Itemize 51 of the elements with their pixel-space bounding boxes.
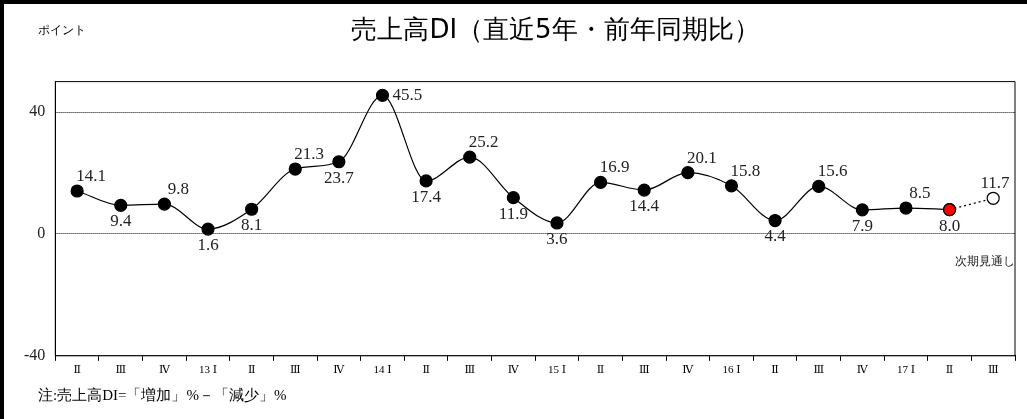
- data-label: 21.3: [294, 144, 325, 164]
- x-tick-label: Ⅱ: [596, 363, 605, 376]
- x-tick-label: Ⅲ: [638, 363, 650, 376]
- data-label: 16.9: [599, 157, 630, 177]
- x-tick-label: Ⅱ: [247, 363, 256, 376]
- data-label: 25.2: [468, 132, 499, 152]
- data-label: 23.7: [323, 167, 355, 187]
- x-tick-label: Ⅱ: [945, 363, 954, 376]
- data-label: 8.5: [909, 183, 931, 203]
- x-tick-label: Ⅳ: [507, 363, 520, 376]
- x-tick-label: Ⅱ: [422, 363, 430, 376]
- x-tick-label: 14 Ⅰ: [373, 363, 392, 376]
- data-label: 11.9: [498, 203, 528, 223]
- data-label: 8.1: [241, 215, 263, 235]
- data-label: 8.0: [938, 215, 961, 235]
- x-tick-label: 17 Ⅰ: [896, 363, 915, 376]
- x-tick-label: Ⅲ: [289, 363, 301, 376]
- x-tick-label: Ⅱ: [73, 363, 81, 376]
- x-tick-label: 16 Ⅰ: [722, 363, 741, 376]
- y-tick-label: 0: [37, 224, 46, 242]
- data-label: 3.6: [546, 228, 568, 248]
- data-label: 14.4: [629, 196, 660, 216]
- data-label: 45.5: [392, 84, 423, 104]
- data-label: 17.4: [411, 186, 442, 206]
- data-label: 20.1: [686, 147, 717, 167]
- x-tick-label: Ⅳ: [682, 363, 695, 376]
- y-tick-label: 40: [29, 102, 46, 120]
- data-label: 7.9: [851, 215, 873, 235]
- x-tick-label: Ⅳ: [333, 363, 346, 376]
- y-tick-label: -40: [24, 346, 46, 363]
- x-tick-label: Ⅲ: [987, 363, 999, 376]
- data-label: 15.8: [730, 160, 761, 180]
- data-label: 1.6: [197, 235, 219, 255]
- x-tick-label: Ⅳ: [856, 363, 869, 376]
- text: 注:売上高DI=「増加」%－「減少」%: [38, 386, 287, 405]
- data-label: 9.4: [110, 211, 132, 231]
- x-tick-label: Ⅲ: [115, 363, 127, 376]
- x-tick-label: Ⅱ: [771, 363, 779, 376]
- x-tick-label: Ⅲ: [464, 363, 476, 376]
- data-label: 14.1: [76, 165, 107, 185]
- data-label: 15.6: [817, 161, 848, 181]
- data-label: 11.7: [980, 173, 1011, 193]
- x-tick-label: 13 Ⅰ: [198, 363, 218, 376]
- y-axis-title: ポイント: [38, 22, 86, 39]
- data-label: 4.4: [764, 226, 787, 246]
- x-tick-label: Ⅲ: [813, 363, 825, 376]
- data-label: 9.8: [167, 179, 190, 199]
- chart-title: 売上高DI（直近5年・前年同期比）: [351, 14, 760, 44]
- annotation: 次期見通し: [955, 254, 1016, 269]
- x-tick-label: 15 Ⅰ: [547, 363, 567, 376]
- x-tick-label: Ⅳ: [158, 363, 171, 376]
